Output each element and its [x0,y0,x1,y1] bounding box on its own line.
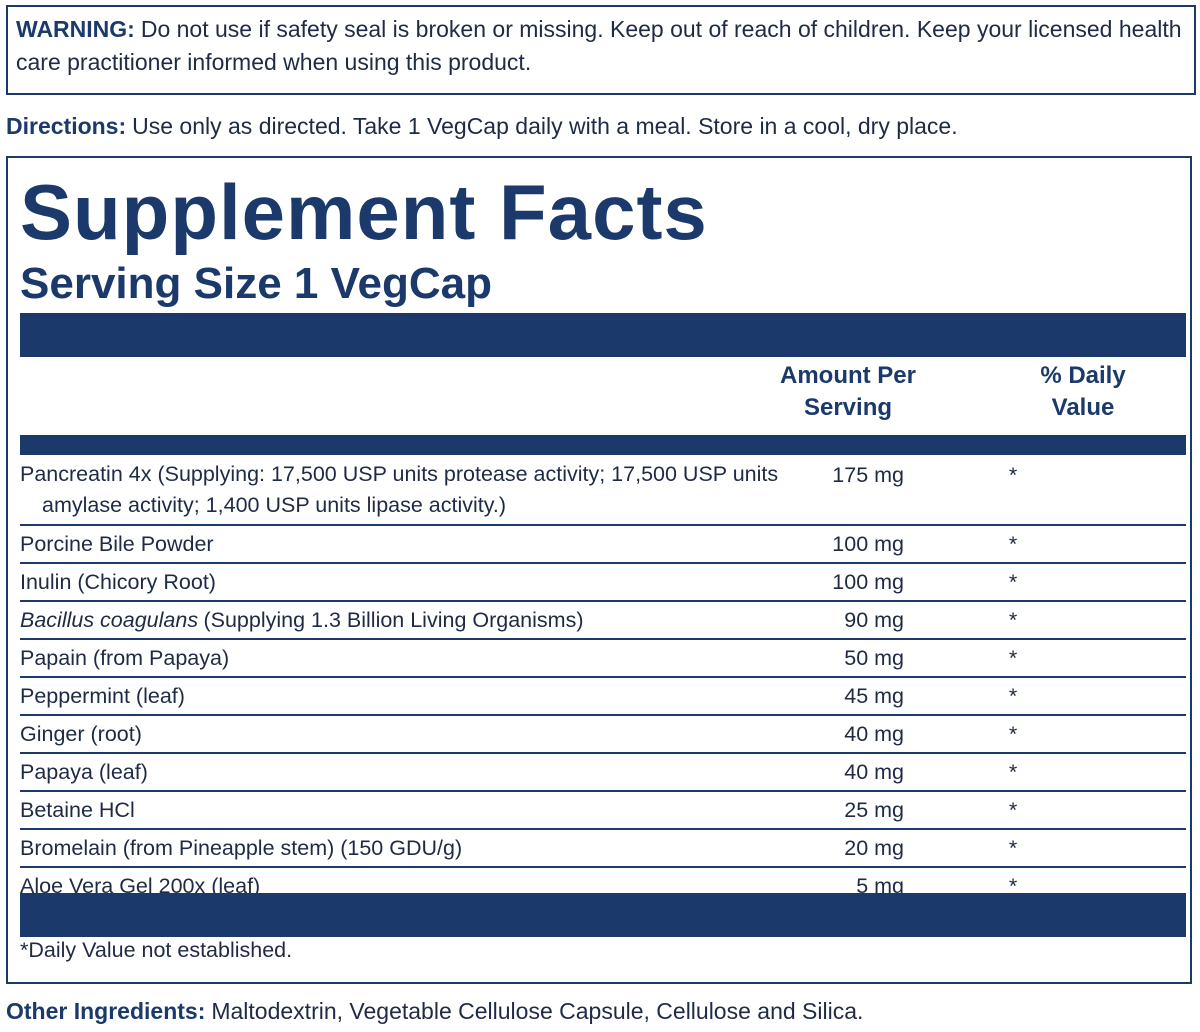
daily-value: * [1008,463,1018,487]
amount-header: Amount Per Serving [779,362,916,421]
divider-bar [20,435,1186,455]
ingredient-name: Pancreatin 4x (Supplying: 17,500 USP uni… [20,457,780,524]
serving-size: Serving Size 1 VegCap [20,259,492,308]
ingredient-text: (Supplying 1.3 Billion Living Organisms) [203,608,584,632]
ingredient-name: Bacillus coagulans (Supplying 1.3 Billion… [20,602,780,638]
facts-row: Porcine Bile Powder 100 mg * [20,526,1186,564]
ingredient-text: Inulin (Chicory Root) [20,570,216,594]
ingredient-italic: Bacillus coagulans [20,608,199,632]
daily-value: * [1008,608,1018,632]
facts-row: Pancreatin 4x (Supplying: 17,500 USP uni… [20,457,1186,526]
warning-label: WARNING: [16,16,135,42]
daily-value: * [1008,836,1018,860]
ingredient-text: Papaya (leaf) [20,760,148,784]
facts-row: Inulin (Chicory Root) 100 mg * [20,564,1186,602]
daily-value: * [1008,570,1018,594]
facts-row: Bromelain (from Pineapple stem) (150 GDU… [20,830,1186,868]
amount: 40 mg [844,760,904,784]
other-label: Other Ingredients: [6,998,206,1024]
facts-title: Supplement Facts [20,168,708,256]
daily-value: * [1008,722,1018,746]
daily-value: * [1008,684,1018,708]
warning-box: WARNING: Do not use if safety seal is bro… [6,5,1196,95]
dv-header: % Daily Value [1040,362,1126,421]
ingredient-text: Bromelain (from Pineapple stem) (150 GDU… [20,836,463,860]
ingredient-name: Bromelain (from Pineapple stem) (150 GDU… [20,830,780,866]
facts-row: Papaya (leaf) 40 mg * [20,754,1186,792]
ingredient-name: Papain (from Papaya) [20,640,780,676]
facts-row: Bacillus coagulans (Supplying 1.3 Billion… [20,602,1186,640]
daily-value: * [1008,532,1018,556]
facts-rows: Pancreatin 4x (Supplying: 17,500 USP uni… [20,457,1186,906]
ingredient-name: Papaya (leaf) [20,754,780,790]
daily-value: * [1008,874,1018,898]
amount: 175 mg [832,463,904,487]
facts-row: Papain (from Papaya) 50 mg * [20,640,1186,678]
directions: Directions: Use only as directed. Take 1 … [6,110,958,143]
ingredient-text: Betaine HCl [20,798,135,822]
daily-value: * [1008,760,1018,784]
facts-panel: Supplement Facts Serving Size 1 VegCap A… [6,156,1192,984]
ingredient-name: Porcine Bile Powder [20,526,780,562]
amount: 20 mg [844,836,904,860]
footnote: *Daily Value not established. [20,938,293,962]
daily-value: * [1008,798,1018,822]
ingredient-text: Porcine Bile Powder [20,532,214,556]
ingredient-text: Papain (from Papaya) [20,646,230,670]
ingredient-name: Betaine HCl [20,792,780,828]
daily-value: * [1008,646,1018,670]
ingredient-name: Inulin (Chicory Root) [20,564,780,600]
amount: 25 mg [844,798,904,822]
amount: 40 mg [844,722,904,746]
amount: 100 mg [832,532,904,556]
facts-row: Ginger (root) 40 mg * [20,716,1186,754]
facts-row: Betaine HCl 25 mg * [20,792,1186,830]
amount: 50 mg [844,646,904,670]
ingredient-text: Ginger (root) [20,722,142,746]
other-ingredients: Other Ingredients: Maltodextrin, Vegetabl… [6,995,863,1028]
ingredient-text: Peppermint (leaf) [20,684,185,708]
facts-row: Peppermint (leaf) 45 mg * [20,678,1186,716]
amount: 100 mg [832,570,904,594]
directions-label: Directions: [6,113,127,139]
other-text: Maltodextrin, Vegetable Cellulose Capsul… [211,998,864,1024]
warning-text: Do not use if safety seal is broken or m… [16,16,1182,75]
ingredient-name: Ginger (root) [20,716,780,752]
divider-bar [20,313,1186,357]
ingredient-name: Peppermint (leaf) [20,678,780,714]
amount: 90 mg [844,608,904,632]
ingredient-text: Pancreatin 4x (Supplying: 17,500 USP uni… [20,462,779,517]
directions-text: Use only as directed. Take 1 VegCap dail… [132,113,958,139]
divider-bar [20,893,1186,937]
amount: 45 mg [844,684,904,708]
